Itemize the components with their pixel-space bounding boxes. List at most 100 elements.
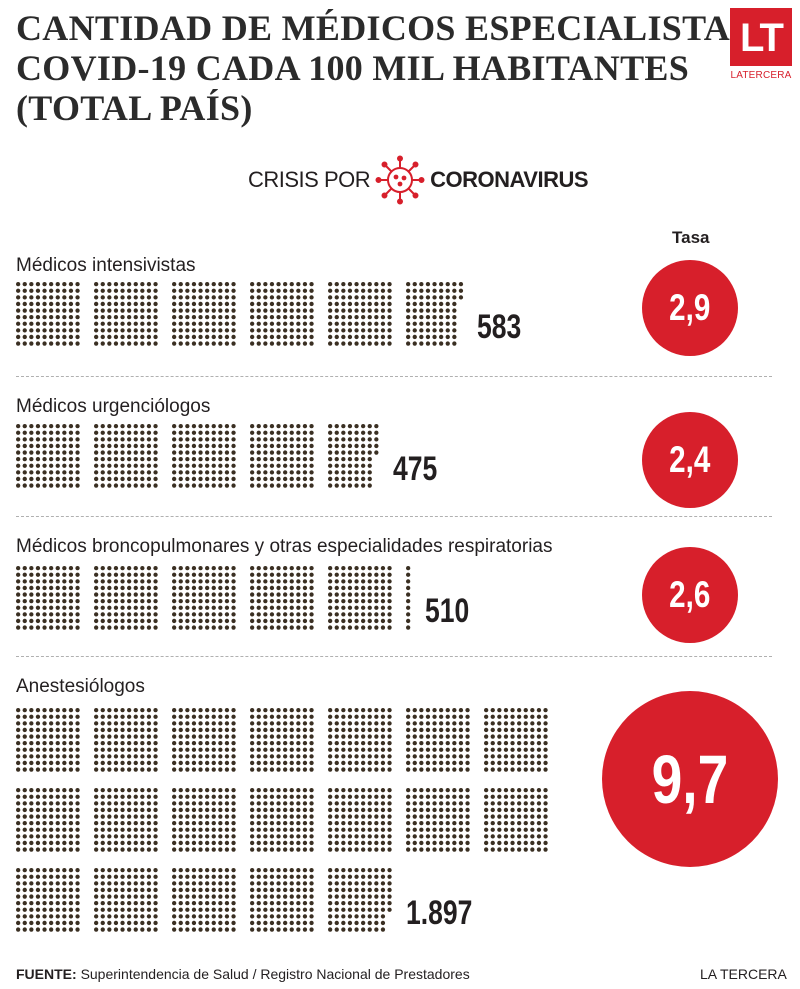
doctor-dot: [185, 920, 190, 926]
doctor-dot: [107, 437, 112, 442]
doctor-dot: [146, 612, 152, 617]
doctor-dot: [120, 760, 125, 766]
doctor-dot: [328, 747, 333, 752]
doctor-dot: [29, 881, 34, 886]
doctor-dot: [55, 887, 60, 893]
doctor-dot: [75, 328, 80, 333]
doctor-dot: [263, 321, 268, 326]
doctor-dot: [205, 927, 210, 932]
doctor-dot: [107, 618, 112, 624]
doctor-dot: [153, 457, 158, 462]
doctor-dot: [412, 840, 417, 846]
doctor-dot: [55, 476, 60, 482]
doctor-dot: [211, 801, 216, 806]
doctor-dot: [22, 463, 27, 468]
doctor-dot: [68, 301, 74, 307]
doctor-dot: [347, 301, 353, 307]
doctor-dot: [22, 708, 27, 713]
doctor-dot: [439, 714, 444, 719]
doctor-dot: [126, 767, 132, 772]
doctor-dot: [536, 834, 542, 839]
doctor-dot: [185, 618, 190, 624]
doctor-dot: [49, 708, 54, 713]
doctor-dot: [517, 760, 522, 766]
doctor-dot: [250, 592, 255, 597]
doctor-dot: [140, 579, 145, 584]
doctor-dot: [269, 579, 275, 584]
doctor-dot: [283, 612, 288, 617]
doctor-dot: [140, 868, 145, 873]
doctor-dot: [140, 920, 145, 926]
doctor-dot: [231, 308, 236, 313]
doctor-dot: [16, 463, 21, 468]
doctor-dot: [113, 767, 119, 772]
doctor-dot: [231, 463, 236, 468]
doctor-dot: [191, 920, 197, 926]
doctor-dot: [100, 328, 105, 333]
doctor-dot: [100, 881, 105, 886]
doctor-dot: [425, 315, 431, 320]
doctor-dot: [35, 894, 41, 899]
doctor-dot: [107, 430, 112, 435]
doctor-dot: [302, 566, 308, 571]
count-label: 583: [477, 308, 522, 346]
doctor-dot: [133, 901, 138, 906]
doctor-dot: [283, 901, 288, 906]
doctor-dot: [263, 437, 268, 442]
doctor-dot: [211, 881, 216, 886]
doctor-dot: [361, 901, 366, 906]
doctor-dot: [432, 767, 437, 772]
doctor-dot: [269, 585, 275, 591]
doctor-dot: [172, 794, 177, 799]
doctor-dot: [380, 741, 386, 746]
doctor-dot: [484, 721, 489, 726]
doctor-dot: [347, 315, 353, 320]
doctor-dot: [133, 483, 138, 488]
doctor-dot: [22, 794, 27, 799]
doctor-dot: [172, 612, 177, 617]
doctor-dot: [517, 827, 522, 832]
doctor-dot: [523, 847, 528, 852]
doctor-dot: [113, 887, 119, 893]
doctor-dot: [94, 807, 99, 813]
doctor-dot: [224, 437, 230, 442]
doctor-dot: [523, 814, 528, 819]
doctor-dot: [153, 721, 158, 726]
doctor-dot: [302, 907, 308, 912]
dot-block: [16, 868, 80, 932]
doctor-dot: [425, 847, 431, 852]
doctor-dot: [55, 579, 60, 584]
doctor-dot: [55, 760, 60, 766]
doctor-dot: [231, 334, 236, 340]
doctor-dot: [29, 788, 34, 793]
doctor-dot: [302, 443, 308, 449]
doctor-dot: [309, 605, 314, 610]
doctor-dot: [68, 282, 74, 287]
doctor-dot: [153, 483, 158, 488]
doctor-dot: [367, 457, 372, 462]
doctor-dot: [68, 612, 74, 617]
doctor-dot: [113, 920, 119, 926]
doctor-dot: [309, 457, 314, 462]
doctor-dot: [146, 760, 152, 766]
doctor-dot: [113, 457, 119, 462]
doctor-dot: [341, 901, 346, 906]
doctor-dot: [354, 801, 359, 806]
doctor-dot: [55, 463, 60, 468]
doctor-dot: [49, 308, 54, 313]
doctor-dot: [62, 483, 67, 488]
doctor-dot: [302, 321, 308, 326]
doctor-dot: [269, 821, 275, 826]
doctor-dot: [302, 476, 308, 482]
doctor-dot: [211, 834, 216, 839]
row-divider: [16, 656, 772, 657]
doctor-dot: [62, 714, 67, 719]
doctor-dot: [387, 901, 392, 906]
doctor-dot: [250, 927, 255, 932]
doctor-dot: [140, 881, 145, 886]
doctor-dot: [276, 754, 281, 759]
doctor-dot: [302, 437, 308, 442]
doctor-dot: [94, 308, 99, 313]
doctor-dot: [334, 599, 339, 604]
doctor-dot: [126, 463, 132, 468]
